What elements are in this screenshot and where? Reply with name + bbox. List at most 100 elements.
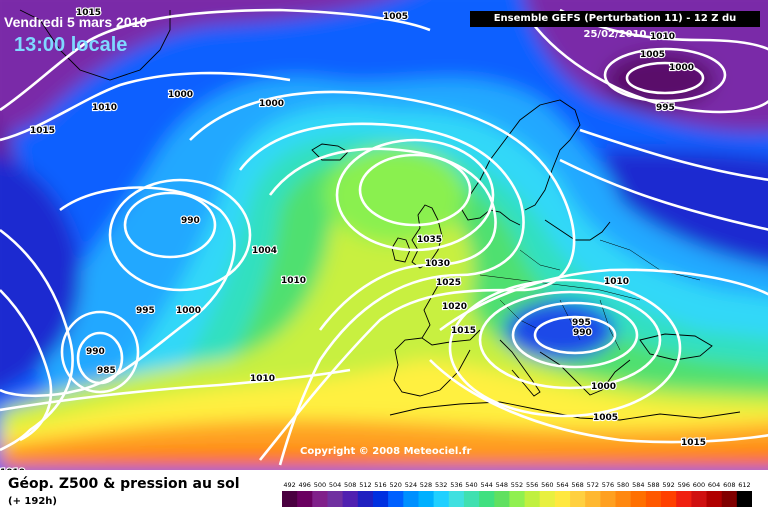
legend-value: 592 <box>662 481 674 489</box>
legend-value: 512 <box>359 481 371 489</box>
legend-value: 608 <box>723 481 735 489</box>
legend-swatch <box>645 491 662 507</box>
isobar-euro-low-1005 <box>448 278 682 418</box>
isobar-northeast-outer <box>528 19 768 114</box>
legend-swatch <box>706 491 723 507</box>
legend-swatch <box>554 491 571 507</box>
isobar-high-1030 <box>335 138 495 252</box>
isobar-central-ring-3 <box>238 122 525 466</box>
legend-value: 544 <box>480 481 492 489</box>
legend-value: 612 <box>738 481 750 489</box>
isobar-label: 995 <box>572 318 591 328</box>
isobar-labels: 1005 1015 1010 1005 1000 995 1000 1000 1010 1015 9… <box>0 7 707 470</box>
isobar-label: 1015 <box>76 8 101 18</box>
legend-swatch <box>388 491 404 507</box>
legend-value: 600 <box>693 481 705 489</box>
legend-value: 604 <box>708 481 720 489</box>
forecast-date: Vendredi 5 mars 2010 <box>4 14 148 30</box>
isobar-label: 1010 <box>650 32 675 42</box>
coastlines <box>19 9 741 421</box>
legend-swatch <box>691 491 707 507</box>
forecast-local-time: 13:00 locale <box>14 34 128 56</box>
legend-swatch <box>524 491 541 507</box>
isobar-west-outer <box>0 289 53 442</box>
legend-swatch <box>539 491 556 507</box>
copyright-notice: Copyright © 2008 Meteociel.fr <box>300 446 472 457</box>
coast-british-isles <box>411 204 443 269</box>
isobar-label: 995 <box>136 306 155 316</box>
legend-value: 568 <box>571 481 583 489</box>
field-green-core <box>325 147 465 243</box>
coast-baltic <box>544 219 611 241</box>
legend-value: 548 <box>496 481 508 489</box>
coast-greenland <box>19 9 171 81</box>
legend-value: 504 <box>329 481 341 489</box>
legend-swatch <box>463 491 480 507</box>
isobar-label: 1010 <box>250 374 275 384</box>
legend-value: 560 <box>541 481 553 489</box>
field-purple-north <box>0 0 385 140</box>
legend-swatch <box>600 491 616 507</box>
legend-swatch <box>630 491 647 507</box>
legend-swatch <box>327 491 344 507</box>
isobar-label: 990 <box>86 347 105 357</box>
isobar-atlantic-low-outer <box>0 186 236 398</box>
parameter-title: Géop. Z500 & pression au sol <box>8 476 240 492</box>
legend-swatch <box>494 491 510 507</box>
legend-swatch <box>676 491 692 507</box>
legend-swatch <box>433 491 450 507</box>
legend-swatch <box>721 491 738 507</box>
isobar-south-low-990 <box>60 310 140 394</box>
legend-value: 572 <box>587 481 599 489</box>
isobar-label: 995 <box>656 103 675 113</box>
legend-value: 516 <box>374 481 386 489</box>
legend-value: 580 <box>617 481 629 489</box>
legend-swatch <box>448 491 465 507</box>
field-deep-low-northeast <box>605 52 715 108</box>
isobar-label: 1015 <box>30 126 55 136</box>
field-red-orange <box>0 450 768 470</box>
isobar-label: 1010 <box>0 468 25 470</box>
legend-value: 540 <box>465 481 477 489</box>
legend-value: 528 <box>420 481 432 489</box>
legend-swatch <box>297 491 313 507</box>
isobar-label: 1015 <box>681 438 706 448</box>
isobar-label: 990 <box>181 216 200 226</box>
isobar-label: 1000 <box>591 382 616 392</box>
legend-value: 552 <box>511 481 523 489</box>
legend-swatch <box>570 491 586 507</box>
legend-value: 536 <box>450 481 462 489</box>
isobar-label: 1010 <box>92 103 117 113</box>
legend-value: 576 <box>602 481 614 489</box>
legend-value: 596 <box>678 481 690 489</box>
isobar-label: 1000 <box>259 99 284 109</box>
legend-value: 496 <box>298 481 310 489</box>
isobar-east-1015 <box>559 158 768 231</box>
legend-value: 556 <box>526 481 538 489</box>
isobar-east-1010 <box>579 128 768 182</box>
isobar-label: 1035 <box>417 235 442 245</box>
isobar-label: 1020 <box>442 302 467 312</box>
isobar-label: 985 <box>97 366 116 376</box>
legend-swatch <box>282 491 298 507</box>
isobar-label: 1005 <box>383 12 408 22</box>
isobar-label: 1000 <box>669 63 694 73</box>
isobar-euro-low-990 <box>533 315 617 355</box>
isobar-south-outer <box>0 228 74 452</box>
isobar-central-ring-2 <box>268 147 497 331</box>
isobar-label: 1015 <box>451 326 476 336</box>
isobar-label: 1000 <box>168 90 193 100</box>
coast-black-sea <box>639 333 713 361</box>
isobar-label: 1005 <box>593 413 618 423</box>
isobar-label: 990 <box>573 328 592 338</box>
isobar-1015-east <box>429 359 768 444</box>
legend-value: 508 <box>344 481 356 489</box>
lead-time: (+ 192h) <box>8 496 57 507</box>
isobar-northwest-inner <box>0 71 291 142</box>
isobar-northwest <box>0 8 431 112</box>
coast-scandinavia <box>479 99 581 211</box>
isobar-1010-east <box>439 268 768 332</box>
legend-swatch <box>661 491 677 507</box>
legend-value: 520 <box>389 481 401 489</box>
